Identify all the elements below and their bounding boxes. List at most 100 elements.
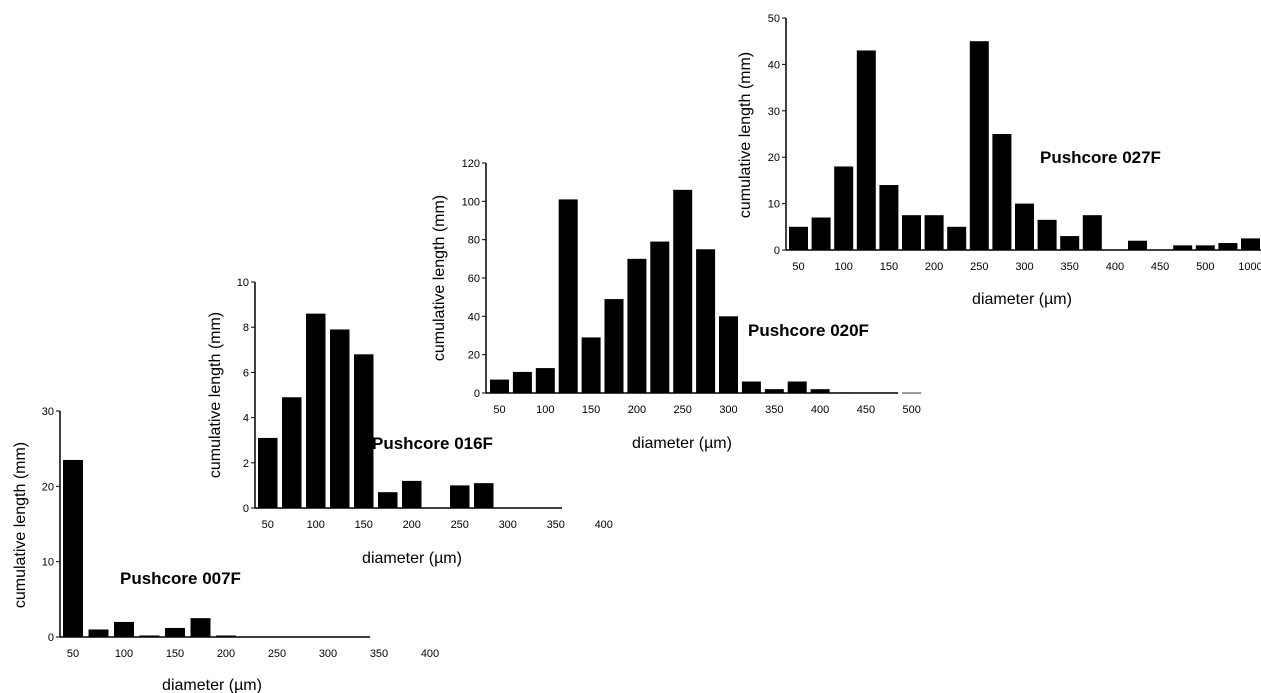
x-tick-label: 300 [719, 404, 737, 416]
bar [811, 217, 831, 250]
y-axis-title: cumulative length (mm) [207, 312, 224, 478]
bar [306, 313, 326, 508]
bar [969, 41, 989, 251]
x-tick-label: 250 [674, 404, 692, 416]
y-tick-label: 40 [468, 311, 480, 323]
bar [581, 337, 601, 393]
bar [947, 226, 967, 250]
bar [764, 389, 784, 393]
x-axis-title: diameter (µm) [972, 291, 1072, 308]
bar [856, 392, 876, 394]
x-tick-label: 100 [536, 404, 554, 416]
bar [139, 635, 160, 637]
bar [1060, 236, 1080, 250]
x-tick-label: 400 [421, 648, 439, 660]
y-tick-label: 40 [768, 59, 780, 71]
bar [1037, 219, 1057, 250]
x-axis-title: diameter (µm) [162, 677, 262, 693]
x-tick-label: 350 [765, 404, 783, 416]
bar [924, 215, 944, 250]
x-tick-label: 400 [1106, 261, 1124, 273]
x-tick-label: 200 [925, 261, 943, 273]
y-tick-label: 2 [243, 458, 249, 470]
bar [992, 134, 1012, 250]
y-tick-label: 30 [768, 106, 780, 118]
bar [741, 381, 761, 393]
x-tick-label: 300 [319, 648, 337, 660]
bar [673, 189, 693, 393]
bar [787, 381, 807, 393]
bar [834, 166, 854, 250]
bar [1015, 203, 1034, 250]
bar [190, 618, 211, 637]
bar [490, 379, 509, 393]
chart-title: Pushcore 020F [748, 321, 869, 340]
x-tick-label: 200 [403, 519, 421, 531]
x-tick-label: 100 [835, 261, 853, 273]
chart-title: Pushcore 016F [372, 434, 493, 453]
bar [902, 392, 922, 394]
x-tick-label: 500 [1196, 261, 1214, 273]
bar [810, 389, 830, 393]
bar [902, 215, 921, 250]
x-tick-label: 1000 [1238, 261, 1261, 273]
bar [535, 368, 555, 393]
y-tick-label: 20 [768, 152, 780, 164]
y-tick-label: 10 [237, 277, 249, 289]
x-tick-label: 100 [115, 648, 133, 660]
bar [719, 316, 738, 393]
x-tick-label: 50 [493, 404, 505, 416]
y-tick-label: 6 [243, 367, 249, 379]
x-tick-label: 450 [857, 404, 875, 416]
bar [165, 627, 185, 637]
y-tick-label: 4 [243, 413, 249, 425]
bar [354, 354, 374, 508]
bar [604, 299, 624, 393]
bar [114, 621, 134, 637]
bar [696, 249, 716, 393]
bar [258, 437, 278, 508]
x-axis-title: diameter (µm) [632, 435, 732, 452]
y-tick-label: 0 [48, 632, 54, 644]
y-tick-label: 0 [774, 245, 780, 257]
y-tick-label: 100 [462, 196, 480, 208]
bar [1082, 215, 1102, 250]
x-tick-label: 200 [628, 404, 646, 416]
bar [1241, 238, 1260, 250]
bar [879, 185, 899, 250]
y-tick-label: 30 [42, 406, 54, 418]
y-axis-title: cumulative length (mm) [737, 52, 754, 218]
x-tick-label: 500 [903, 404, 921, 416]
bar [402, 480, 422, 508]
x-tick-label: 50 [67, 648, 79, 660]
bar [330, 329, 350, 508]
bar [63, 459, 83, 637]
bar [88, 629, 109, 637]
x-tick-label: 350 [547, 519, 565, 531]
y-tick-label: 120 [462, 158, 480, 170]
bar [216, 635, 236, 637]
x-tick-label: 200 [217, 648, 235, 660]
bar [512, 371, 532, 393]
y-axis-title: cumulative length (mm) [12, 442, 29, 608]
bar [789, 226, 808, 250]
x-axis-title: diameter (µm) [362, 550, 462, 567]
y-tick-label: 20 [468, 350, 480, 362]
bar [627, 258, 647, 393]
x-tick-label: 300 [1015, 261, 1033, 273]
x-tick-label: 350 [370, 648, 388, 660]
y-tick-label: 0 [474, 388, 480, 400]
bar [558, 199, 578, 393]
bar [378, 492, 398, 508]
y-tick-label: 50 [768, 13, 780, 25]
y-tick-label: 10 [42, 557, 54, 569]
y-tick-label: 0 [243, 503, 249, 515]
bar [1218, 243, 1238, 250]
bar [450, 485, 470, 508]
x-tick-label: 150 [355, 519, 373, 531]
y-tick-label: 20 [42, 481, 54, 493]
y-axis-title: cumulative length (mm) [431, 195, 448, 361]
bar [1173, 245, 1193, 250]
bar [879, 392, 899, 394]
